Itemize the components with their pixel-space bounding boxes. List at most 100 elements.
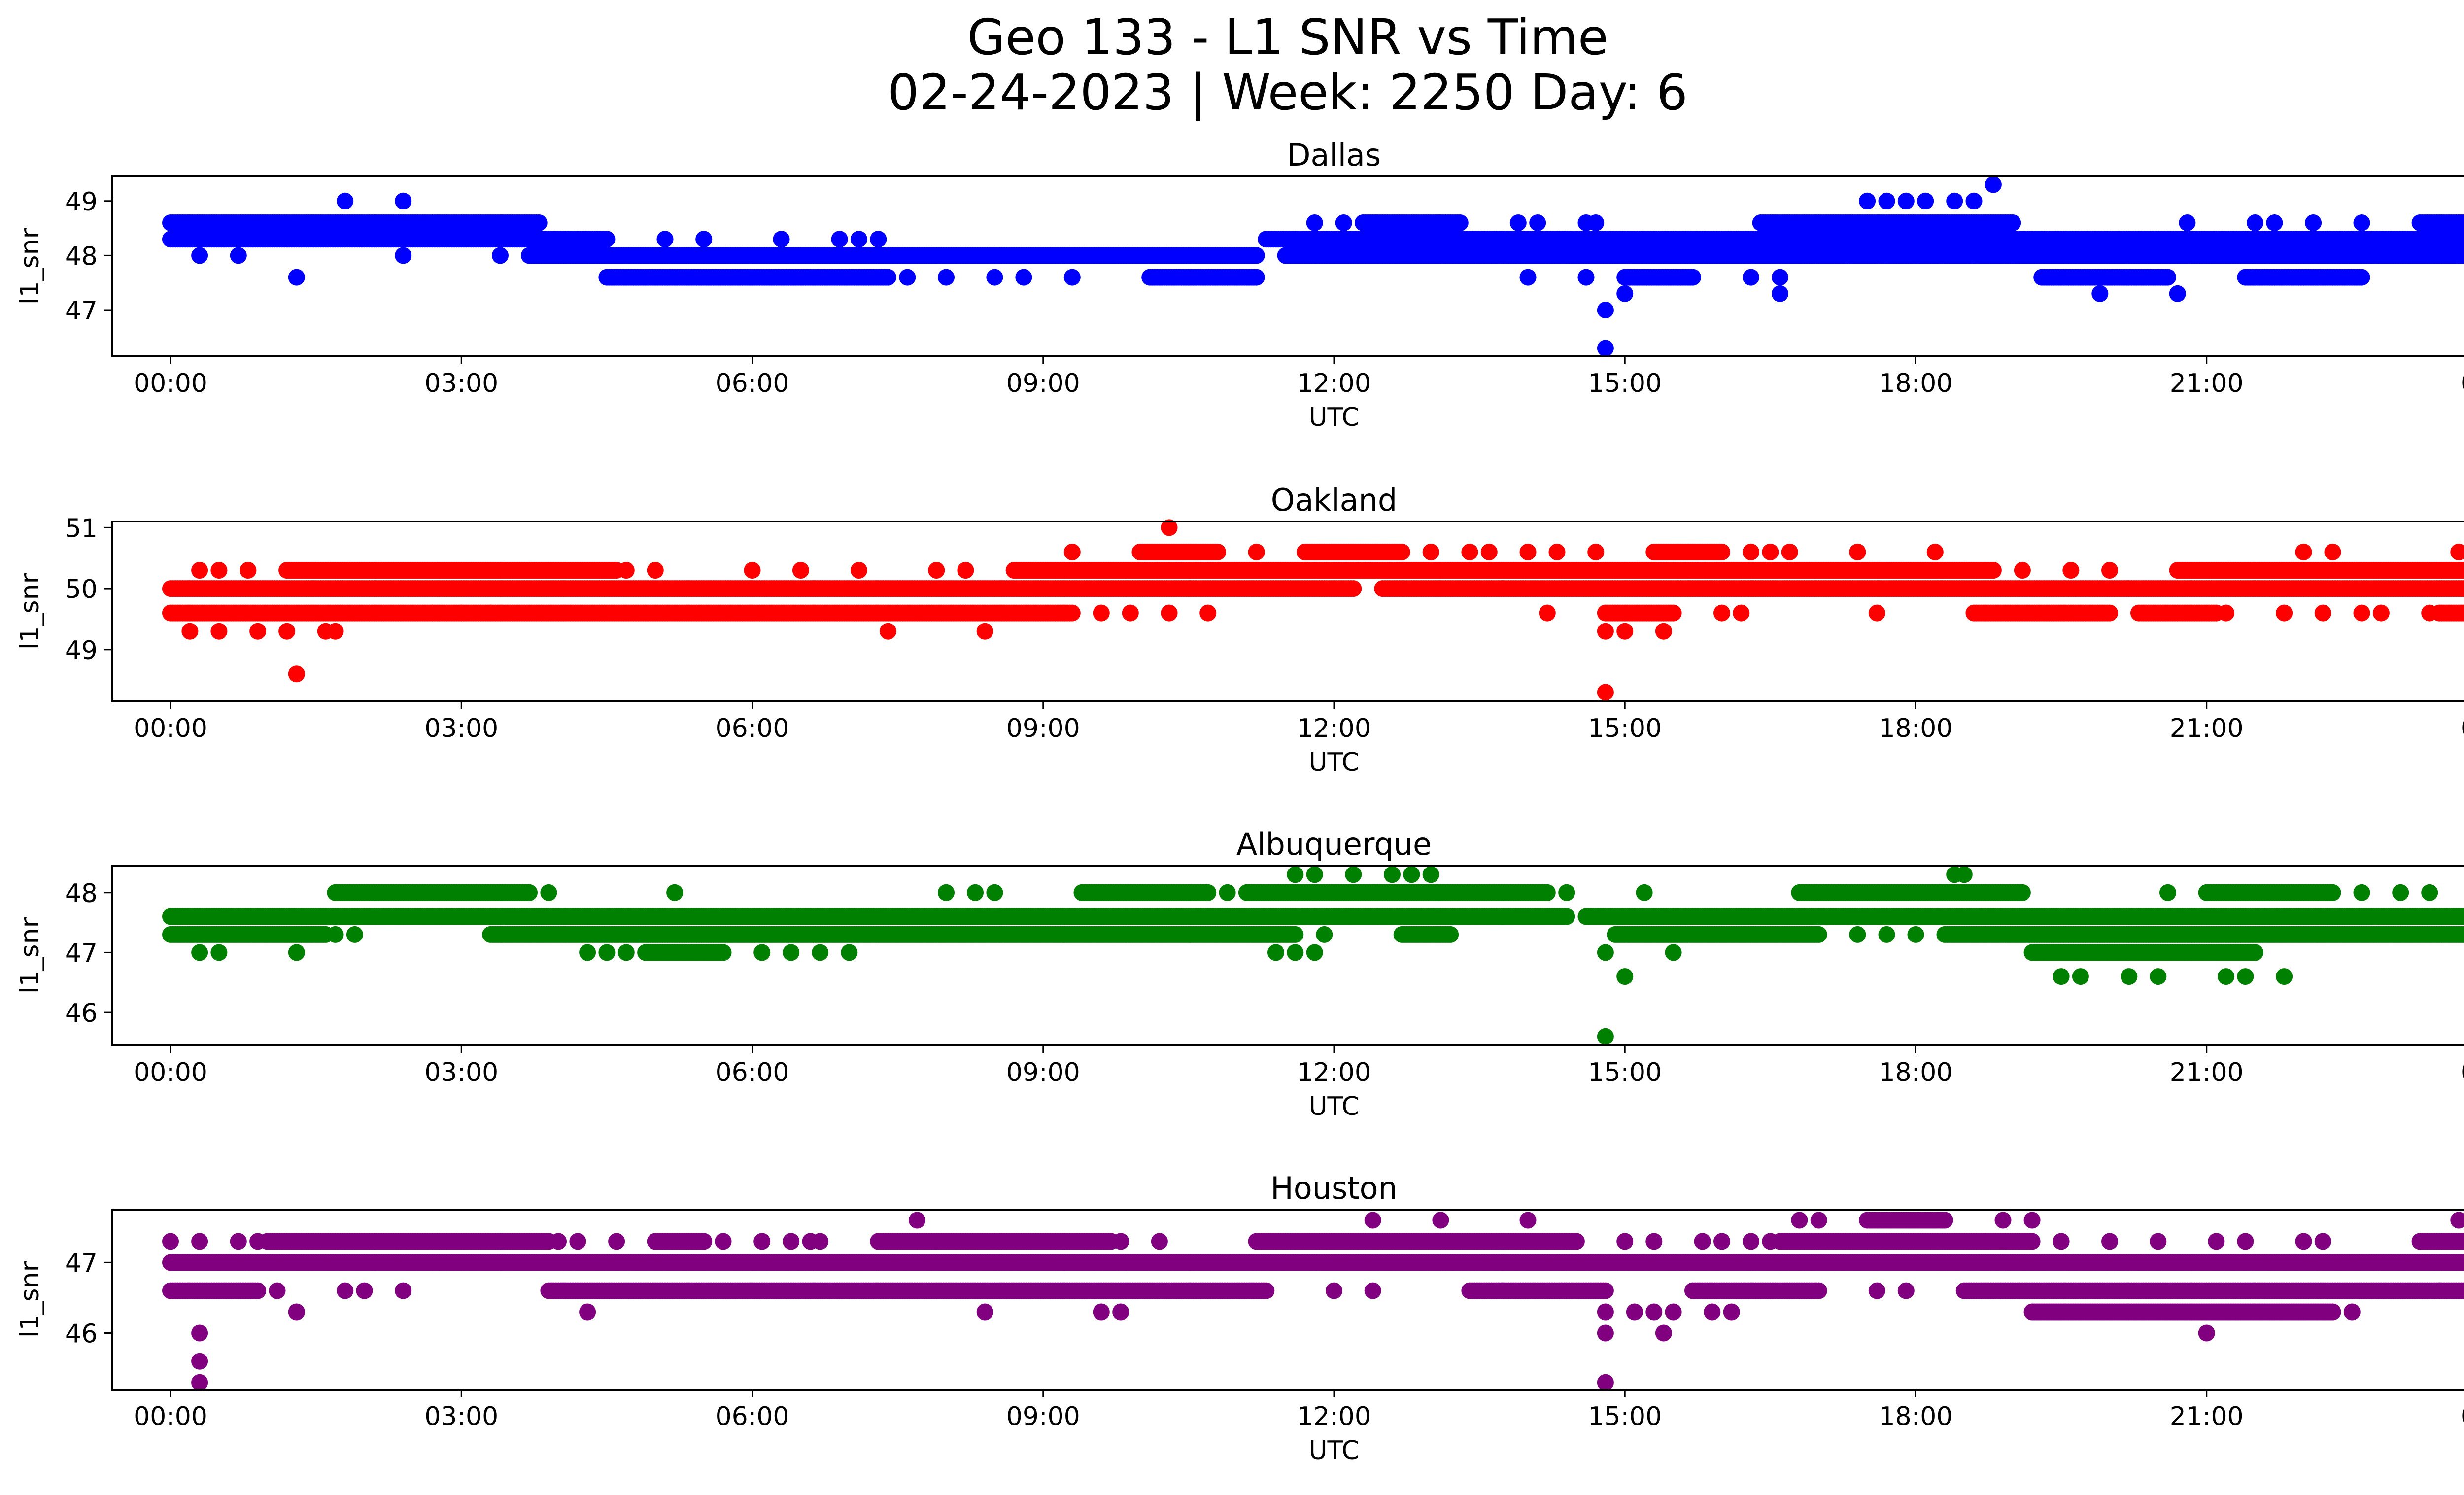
x-tick-label: 00:00 (134, 714, 207, 743)
figure-title-line1: Geo 133 - L1 SNR vs Time (967, 8, 1608, 66)
data-point (1161, 604, 1178, 622)
data-point (181, 623, 199, 640)
data-point (2460, 232, 2464, 246)
data-point (938, 269, 955, 286)
data-point (1849, 543, 1866, 560)
data-point (288, 269, 305, 286)
data-point (1345, 580, 1362, 597)
data-point (2062, 562, 2080, 579)
data-point (2101, 604, 2118, 622)
data-point (1897, 192, 1915, 209)
data-point (1965, 192, 1983, 209)
data-point (1985, 562, 2002, 579)
data-point (1762, 543, 1779, 560)
data-point (2353, 214, 2370, 231)
data-point (1422, 543, 1439, 560)
data-point (880, 623, 896, 640)
data-point (2179, 214, 2196, 231)
data-point (2159, 269, 2176, 286)
data-point (1907, 247, 1924, 264)
data-point (831, 231, 848, 248)
data-point (2372, 604, 2390, 622)
data-point (647, 562, 664, 579)
x-tick-label: 21:00 (2170, 714, 2244, 743)
x-tick-label: 09:00 (1006, 369, 1080, 398)
y-tick-label: 50 (65, 575, 98, 604)
data-point (1878, 192, 1895, 209)
data-point (1451, 214, 1469, 231)
data-point (2421, 604, 2438, 622)
data-point (1597, 302, 1614, 318)
data-point (249, 623, 267, 640)
data-point (1519, 269, 1537, 286)
data-point (695, 231, 713, 248)
data-point (1548, 543, 1566, 560)
y-axis-label: l1_snr (15, 228, 45, 305)
data-point (210, 623, 228, 640)
data-point (191, 562, 208, 579)
data-point (744, 562, 761, 579)
data-point (656, 231, 674, 248)
x-tick-label: 00:00 (134, 369, 207, 398)
data-point (899, 269, 916, 286)
data-point (1597, 623, 1614, 640)
data-point (957, 562, 974, 579)
data-point (1597, 340, 1614, 357)
data-point (337, 192, 354, 209)
data-point (1868, 604, 1885, 622)
data-point (1839, 247, 1856, 264)
data-point (1587, 214, 1605, 231)
x-tick-label: 12:00 (1297, 369, 1371, 398)
data-point (2218, 604, 2235, 622)
data-point (1093, 604, 1110, 622)
data-point (1733, 604, 1750, 622)
data-point (1335, 214, 1352, 231)
data-point (210, 562, 228, 579)
data-point (2314, 604, 2331, 622)
data-point (1684, 269, 1701, 286)
data-point (424, 604, 441, 622)
x-tick-label: 21:00 (2170, 369, 2244, 398)
data-point (1878, 247, 1895, 264)
data-point (1665, 604, 1682, 622)
data-point (986, 269, 1003, 286)
data-point (230, 247, 247, 264)
data-point (2091, 285, 2109, 302)
data-point (1616, 285, 1634, 302)
x-tick-label: 00:00 (2461, 369, 2464, 398)
data-point (1965, 247, 1983, 264)
data-point (2353, 269, 2370, 286)
data-point (880, 269, 896, 286)
data-point (2276, 604, 2293, 622)
x-tick-label: 09:00 (1006, 714, 1080, 743)
figure-title-line2: 02-24-2023 | Week: 2250 Day: 6 (888, 64, 1687, 121)
y-tick-label: 51 (65, 514, 98, 543)
data-point (2266, 214, 2283, 231)
data-point (1616, 623, 1634, 640)
data-point (288, 665, 305, 683)
data-point (1248, 247, 1265, 264)
data-point (453, 604, 470, 622)
subplot-title: Albuquerque (1236, 826, 1432, 862)
data-point (1063, 543, 1081, 560)
data-point (1529, 214, 1546, 231)
data-point (1713, 604, 1730, 622)
data-point (1393, 543, 1410, 560)
y-tick-label: 49 (65, 187, 98, 217)
data-point (1199, 604, 1217, 622)
y-tick-label: 47 (65, 296, 98, 326)
data-point (482, 604, 499, 622)
data-point (1063, 269, 1081, 286)
data-point (2004, 247, 2021, 264)
data-point (2295, 543, 2312, 560)
data-point (850, 562, 867, 579)
data-point (1926, 543, 1944, 560)
data-point (2353, 604, 2370, 622)
subplot-title: Oakland (1271, 482, 1398, 518)
data-point (492, 247, 509, 264)
data-point (191, 247, 208, 264)
data-point (2305, 214, 2322, 231)
data-point (2324, 543, 2341, 560)
x-tick-label: 18:00 (1879, 369, 1953, 398)
